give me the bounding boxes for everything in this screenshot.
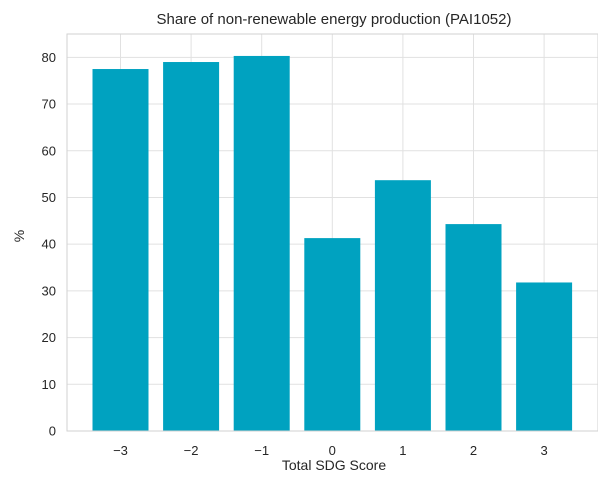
bar: [163, 62, 220, 431]
chart-title: Share of non-renewable energy production…: [157, 11, 512, 28]
x-axis-label: Total SDG Score: [282, 457, 386, 473]
bar: [374, 180, 431, 431]
y-tick-label: 70: [42, 97, 56, 112]
bar: [92, 69, 149, 431]
y-axis-label: %: [11, 230, 27, 242]
y-tick-label: 80: [42, 50, 56, 65]
y-tick-label: 50: [42, 190, 56, 205]
x-tick-label: 2: [470, 443, 477, 458]
y-tick-label: 20: [42, 330, 56, 345]
bar: [304, 238, 361, 431]
y-tick-label: 40: [42, 237, 56, 252]
y-tick-label: 0: [49, 424, 56, 439]
plot-frame: [66, 33, 598, 432]
y-tick-label: 30: [42, 283, 56, 298]
bar: [445, 224, 502, 431]
x-tick-label: −2: [184, 443, 199, 458]
x-tick-label: 3: [540, 443, 547, 458]
x-tick-label: −1: [254, 443, 269, 458]
x-tick-label: −3: [113, 443, 128, 458]
x-tick-labels: −3 −2 −1 0 1 2 3: [113, 443, 548, 458]
y-tick-labels: 0 10 20 30 40 50 60 70 80: [42, 50, 56, 439]
bar: [233, 55, 290, 432]
bars: [92, 55, 573, 432]
x-tick-label: 0: [329, 443, 336, 458]
y-tick-label: 10: [42, 377, 56, 392]
x-tick-label: 1: [399, 443, 406, 458]
bar: [516, 282, 573, 431]
y-tick-label: 60: [42, 143, 56, 158]
